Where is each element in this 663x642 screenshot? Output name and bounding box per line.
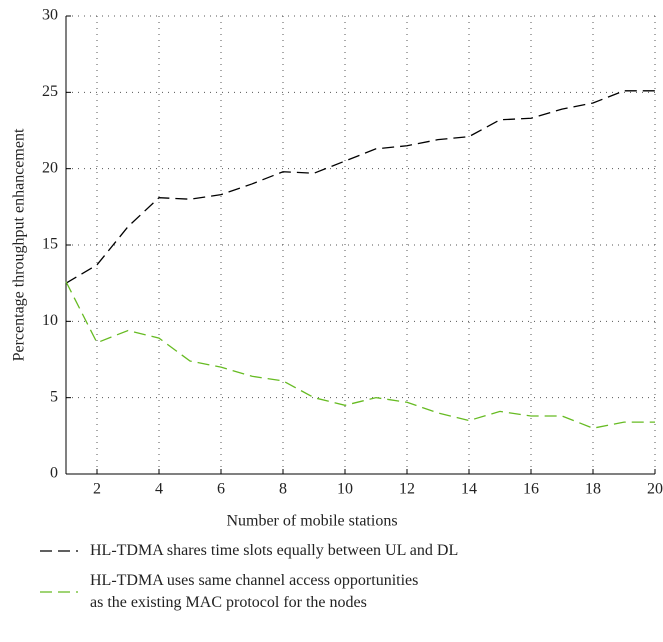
x-tick-label: 12 [399, 481, 415, 498]
y-tick-label: 20 [42, 159, 58, 176]
y-axis-label: Percentage throughput enhancement [11, 128, 28, 361]
x-axis-label: Number of mobile stations [226, 513, 397, 530]
x-tick-label: 10 [337, 481, 353, 498]
x-tick-label: 20 [647, 481, 663, 498]
x-tick-label: 16 [523, 481, 539, 498]
x-tick-label: 18 [585, 481, 601, 498]
legend-entry: HL-TDMA shares time slots equally betwee… [0, 540, 663, 562]
y-tick-label: 30 [42, 7, 58, 24]
x-tick-label: 14 [461, 481, 477, 498]
legend-swatch [40, 550, 78, 552]
x-tick-label: 8 [279, 481, 287, 498]
chart: Number of mobile stations Percentage thr… [11, 7, 663, 530]
legend-swatch [40, 591, 78, 593]
legend-entry: HL-TDMA uses same channel access opportu… [0, 570, 663, 614]
legend-label: HL-TDMA uses same channel access opportu… [90, 572, 419, 611]
x-tick-label: 4 [155, 481, 163, 498]
series-line [65, 90, 655, 284]
x-tick-label: 2 [93, 481, 101, 498]
series-line [65, 281, 655, 429]
legend: HL-TDMA shares time slots equally betwee… [0, 540, 663, 622]
x-tick-label: 6 [217, 481, 225, 498]
y-tick-label: 5 [50, 388, 58, 405]
y-tick-label: 15 [42, 236, 58, 253]
legend-label: HL-TDMA shares time slots equally betwee… [90, 542, 459, 559]
y-tick-label: 25 [42, 83, 58, 100]
y-tick-label: 10 [42, 312, 58, 329]
y-tick-label: 0 [50, 465, 58, 482]
